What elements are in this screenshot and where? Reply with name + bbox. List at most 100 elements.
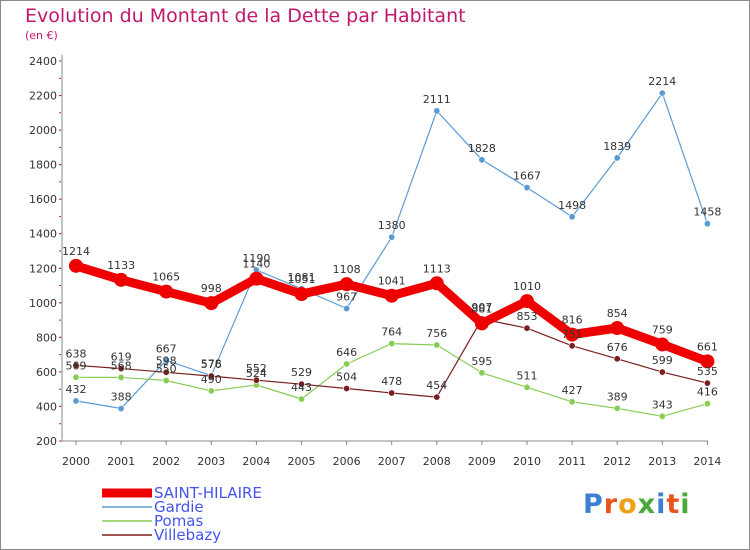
data-point: [388, 233, 396, 241]
logo-letter: x: [637, 489, 657, 520]
data-point: [207, 387, 215, 395]
y-tick-label: 1000: [29, 297, 57, 310]
data-label: 661: [697, 340, 718, 353]
data-label: 595: [471, 355, 492, 368]
x-tick-label: 2012: [603, 455, 631, 468]
data-label: 619: [111, 351, 132, 364]
data-point: [655, 337, 670, 352]
data-label: 599: [652, 354, 673, 367]
data-label: 552: [246, 362, 267, 375]
data-label: 2214: [648, 75, 676, 88]
data-point: [162, 377, 170, 385]
data-label: 646: [336, 346, 357, 359]
data-point: [700, 354, 715, 369]
logo-letter: i: [656, 489, 667, 520]
data-point: [658, 368, 666, 376]
data-label: 1190: [242, 252, 270, 265]
logo-letter: i: [680, 489, 691, 520]
legend-label: Pomas: [154, 512, 203, 530]
data-label: 1108: [333, 263, 361, 276]
data-point: [297, 380, 305, 388]
x-tick-label: 2007: [378, 455, 406, 468]
data-label: 524: [246, 367, 267, 380]
data-label: 1133: [107, 259, 135, 272]
data-point: [72, 373, 80, 381]
data-label: 1214: [62, 245, 90, 258]
y-tick-label: 1600: [29, 193, 57, 206]
x-tick-label: 2003: [197, 455, 225, 468]
data-point: [478, 156, 486, 164]
data-point: [297, 395, 305, 403]
data-point: [703, 400, 711, 408]
data-point: [117, 405, 125, 413]
data-label: 759: [652, 323, 673, 336]
data-point: [252, 376, 260, 384]
y-tick-label: 2400: [29, 55, 57, 68]
data-point: [520, 294, 534, 309]
data-label: 854: [607, 307, 628, 320]
chart-title: Evolution du Montant de la Dette par Hab…: [25, 5, 466, 27]
data-point: [294, 287, 309, 302]
data-point: [610, 321, 625, 336]
data-point: [343, 384, 351, 392]
data-label: 568: [111, 359, 132, 372]
x-tick-label: 2008: [423, 455, 451, 468]
data-point: [114, 272, 129, 287]
data-label: 1140: [242, 258, 270, 271]
data-label: 550: [156, 363, 177, 376]
y-tick-label: 2000: [29, 124, 57, 137]
data-point: [613, 355, 621, 363]
data-label: 1667: [513, 170, 541, 183]
x-tick-label: 2009: [468, 455, 496, 468]
data-point: [204, 296, 219, 311]
data-label: 1010: [513, 280, 541, 293]
x-tick-label: 2010: [513, 455, 541, 468]
x-tick-label: 2001: [107, 455, 135, 468]
data-point: [117, 365, 125, 373]
data-point: [565, 327, 580, 342]
data-label: 529: [291, 366, 312, 379]
data-point: [523, 383, 531, 391]
data-point: [343, 305, 351, 313]
data-point: [478, 369, 486, 377]
data-point: [339, 277, 354, 292]
data-point: [613, 154, 621, 162]
data-label: 490: [201, 373, 222, 386]
data-label: 427: [562, 384, 583, 397]
x-tick-label: 2005: [288, 455, 316, 468]
axes: 200 400 600 800 1000 1200 1400 1600 1800 2000 2200…: [29, 55, 721, 468]
data-label: 1498: [558, 199, 586, 212]
data-label: 764: [381, 326, 402, 339]
data-point: [474, 316, 489, 331]
data-point: [207, 372, 215, 380]
data-point: [703, 220, 711, 228]
data-point: [388, 340, 396, 348]
x-tick-label: 2006: [333, 455, 361, 468]
data-point: [72, 361, 80, 369]
y-tick-label: 1400: [29, 228, 57, 241]
y-tick-label: 400: [36, 400, 57, 413]
data-point: [568, 398, 576, 406]
data-point: [523, 184, 531, 192]
data-label: 443: [291, 381, 312, 394]
proxiti-logo: Proxiti: [583, 489, 691, 520]
data-label: 638: [66, 347, 87, 360]
data-label: 1458: [693, 206, 721, 219]
data-point: [117, 373, 125, 381]
data-point: [162, 368, 170, 376]
data-label: 1828: [468, 142, 496, 155]
data-label: 578: [201, 358, 222, 371]
x-tick-label: 2013: [648, 455, 676, 468]
data-label: 1081: [288, 271, 316, 284]
logo-letter: r: [603, 489, 619, 520]
data-label: 1065: [152, 271, 180, 284]
data-label: 1113: [423, 262, 451, 275]
legend-label: SAINT-HILAIRE: [154, 484, 262, 502]
y-tick-label: 800: [36, 331, 57, 344]
logo-letter: P: [583, 489, 604, 520]
data-point: [433, 341, 441, 349]
data-label: 756: [426, 327, 447, 340]
data-label: 478: [381, 375, 402, 388]
